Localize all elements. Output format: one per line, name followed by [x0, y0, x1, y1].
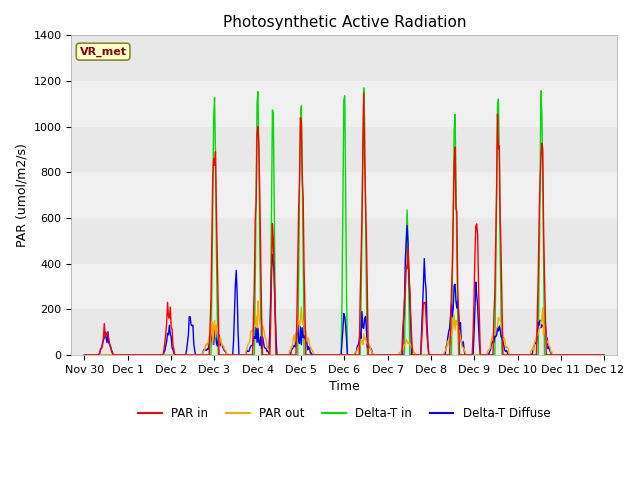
Title: Photosynthetic Active Radiation: Photosynthetic Active Radiation — [223, 15, 466, 30]
Bar — [72, 309, 617, 355]
X-axis label: Time: Time — [329, 380, 360, 393]
Bar — [72, 127, 617, 172]
Bar — [72, 36, 617, 81]
Bar — [72, 218, 617, 264]
Text: VR_met: VR_met — [79, 47, 127, 57]
Bar — [72, 264, 617, 309]
Y-axis label: PAR (umol/m2/s): PAR (umol/m2/s) — [15, 143, 28, 247]
Legend: PAR in, PAR out, Delta-T in, Delta-T Diffuse: PAR in, PAR out, Delta-T in, Delta-T Dif… — [133, 402, 556, 425]
Bar — [72, 81, 617, 127]
Bar — [72, 172, 617, 218]
